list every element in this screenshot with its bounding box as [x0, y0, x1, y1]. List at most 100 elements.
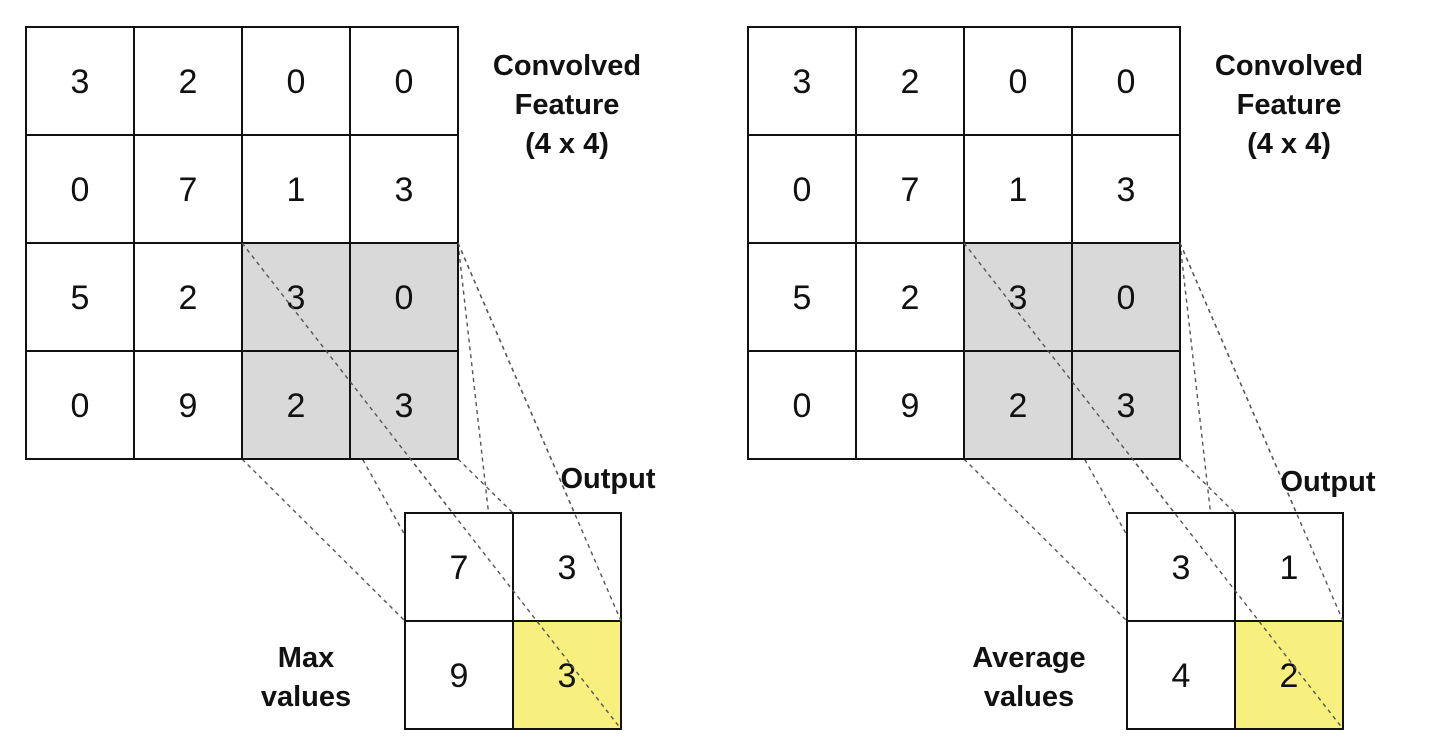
- cell-value: 3: [1117, 171, 1136, 209]
- cell-box: [404, 512, 514, 622]
- guide-line: [1179, 242, 1236, 730]
- cell-box: [512, 512, 622, 622]
- pooling-method-label: Max: [278, 642, 334, 674]
- average-pooling-panel: 3 2 0 0 0 7 1 3 5 2 3 0 0 9 2 3 3 1 4 2 Convolved Feature (4 x…: [747, 26, 1376, 730]
- grid-cell: 9: [855, 350, 965, 460]
- grid-cell: 2: [133, 26, 243, 136]
- cell-value: 2: [1009, 387, 1028, 425]
- cell-value: 3: [395, 171, 414, 209]
- output-cell: 9: [404, 620, 514, 730]
- cell-value: 2: [901, 279, 920, 317]
- grid-cell: 0: [963, 26, 1073, 136]
- grid-cell: 3: [349, 134, 459, 244]
- highlighted-grid-cell: 0: [1071, 242, 1181, 352]
- grid-cell: 1: [963, 134, 1073, 244]
- cell-value: 3: [287, 279, 306, 317]
- guide-lines-over-output: [963, 242, 1344, 730]
- grid-cell: 0: [349, 26, 459, 136]
- output-cell: 7: [404, 512, 514, 622]
- cell-value: 0: [71, 171, 90, 209]
- highlighted-grid-cell: 3: [963, 242, 1073, 352]
- output-cell: 3: [512, 512, 622, 622]
- cell-value: 3: [1009, 279, 1028, 317]
- grid-cell: 0: [1071, 26, 1181, 136]
- highlighted-grid-cell: 3: [1071, 350, 1181, 460]
- convolved-feature-label: (4 x 4): [525, 128, 609, 160]
- cell-box: [747, 26, 857, 136]
- cell-value: 2: [179, 63, 198, 101]
- cell-box: [1234, 620, 1344, 730]
- grid-cell: 5: [25, 242, 135, 352]
- grid-cell: 0: [241, 26, 351, 136]
- max-pooling-panel: 3 2 0 0 0 7 1 3 5 2 3 0 0 9 2 3 7 3 9 3 Convolved Feature (4 x…: [25, 26, 656, 730]
- cell-value: 1: [287, 171, 306, 209]
- grid-cell: 3: [747, 26, 857, 136]
- cell-box: [747, 350, 857, 460]
- highlighted-output-cell: 2: [1234, 620, 1344, 730]
- convolved-feature-label: Feature: [1237, 89, 1342, 121]
- cell-value: 1: [1009, 171, 1028, 209]
- cell-value: 2: [179, 279, 198, 317]
- output-cell: 1: [1234, 512, 1344, 622]
- pooling-method-label: Average: [972, 642, 1085, 674]
- cell-box: [1234, 512, 1344, 622]
- convolved-feature-label: Convolved: [493, 50, 641, 82]
- output-value: 3: [558, 657, 577, 695]
- cell-box: [1126, 620, 1236, 730]
- grid-cell: 0: [747, 134, 857, 244]
- guide-line: [457, 458, 514, 514]
- output-grid: 3 1 4 2: [1126, 512, 1344, 730]
- guide-lines-over-output: [241, 242, 622, 730]
- output-value: 3: [558, 549, 577, 587]
- highlighted-grid-cell: 2: [963, 350, 1073, 460]
- cell-box: [349, 26, 459, 136]
- cell-box: [349, 134, 459, 244]
- output-cell: 3: [1126, 512, 1236, 622]
- highlighted-grid-cell: 3: [349, 350, 459, 460]
- highlighted-grid-cell: 2: [241, 350, 351, 460]
- cell-box: [133, 26, 243, 136]
- convolved-feature-label: Feature: [515, 89, 620, 121]
- output-grid: 7 3 9 3: [404, 512, 622, 730]
- cell-box: [855, 242, 965, 352]
- grid-cell: 7: [855, 134, 965, 244]
- cell-value: 0: [395, 63, 414, 101]
- cell-value: 3: [1117, 387, 1136, 425]
- highlighted-output-cell: 3: [512, 620, 622, 730]
- cell-box: [1071, 242, 1181, 352]
- guide-line: [963, 458, 1128, 622]
- cell-value: 2: [287, 387, 306, 425]
- grid-cell: 1: [241, 134, 351, 244]
- cell-box: [133, 350, 243, 460]
- grid-cell: 3: [1071, 134, 1181, 244]
- guide-line: [241, 242, 622, 730]
- output-value: 2: [1280, 657, 1299, 695]
- grid-cell: 0: [25, 134, 135, 244]
- cell-value: 2: [901, 63, 920, 101]
- output-value: 4: [1172, 657, 1191, 695]
- grid-cell: 9: [133, 350, 243, 460]
- guide-line: [1179, 458, 1236, 514]
- grid-cell: 7: [133, 134, 243, 244]
- cell-value: 3: [395, 387, 414, 425]
- cell-value: 3: [71, 63, 90, 101]
- cell-box: [747, 242, 857, 352]
- cell-value: 0: [1117, 279, 1136, 317]
- cell-value: 7: [901, 171, 920, 209]
- cell-value: 7: [179, 171, 198, 209]
- cell-value: 0: [71, 387, 90, 425]
- convolved-feature-label: Convolved: [1215, 50, 1363, 82]
- cell-box: [747, 134, 857, 244]
- cell-value: 0: [1009, 63, 1028, 101]
- grid-cell: 2: [855, 242, 965, 352]
- output-value: 1: [1280, 549, 1299, 587]
- highlighted-grid-cell: 3: [241, 242, 351, 352]
- convolved-feature-grid: 3 2 0 0 0 7 1 3 5 2 3 0 0 9 2 3: [25, 26, 459, 460]
- cell-box: [512, 620, 622, 730]
- cell-value: 0: [287, 63, 306, 101]
- convolved-feature-label: (4 x 4): [1247, 128, 1331, 160]
- output-value: 3: [1172, 549, 1191, 587]
- output-value: 7: [450, 549, 469, 587]
- cell-value: 3: [793, 63, 812, 101]
- cell-box: [963, 350, 1073, 460]
